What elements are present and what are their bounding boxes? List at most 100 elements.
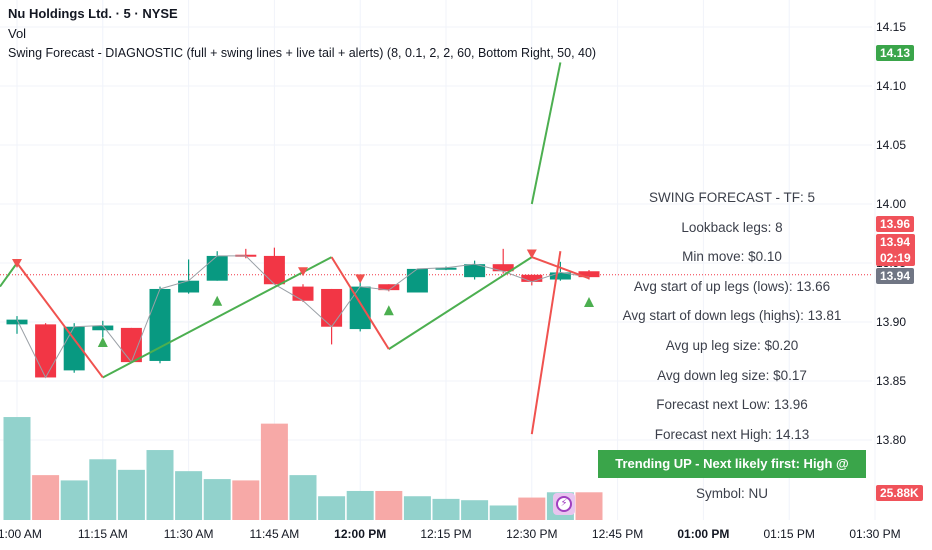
price-tick-label: 14.15: [876, 20, 907, 34]
price-tick-label: 13.90: [876, 315, 907, 329]
volume-bar: [518, 497, 546, 520]
swing-down-line: [330, 256, 390, 350]
volume-tag: 25.88K: [876, 485, 923, 501]
swing-down-line: [16, 262, 104, 379]
swing-forecast-panel: SWING FORECAST - TF: 5 Lookback legs: 8 …: [592, 183, 872, 509]
candle-body: [178, 280, 200, 293]
volume-bar: [89, 459, 117, 520]
candle-body: [292, 286, 314, 301]
candle-body: [521, 274, 543, 282]
candle-body: [35, 324, 57, 378]
volume-bar: [117, 469, 145, 520]
trend-banner: Trending UP - Next likely first: High @ …: [598, 450, 866, 499]
candle-body: [578, 271, 600, 278]
price-tick-label: 13.80: [876, 433, 907, 447]
volume-bar: [146, 450, 174, 520]
volume-bar: [346, 490, 374, 520]
volume-bar: [32, 475, 60, 520]
time-tick-label: 11:30 AM: [163, 527, 214, 541]
volume-bar: [575, 492, 603, 520]
price-tick-label: 14.00: [876, 197, 907, 211]
candle-body: [206, 255, 228, 281]
time-tick-label: 01:30 PM: [849, 527, 901, 541]
panel-row-forecast-low: Forecast next Low: 13.96: [656, 397, 808, 413]
volume-bar: [461, 500, 489, 520]
alert-bolt-icon[interactable]: ⚡: [553, 493, 575, 515]
time-tick-label: 11:15 AM: [77, 527, 128, 541]
panel-row-timeframe: SWING FORECAST - TF: 5: [648, 190, 815, 205]
candle-body: [149, 288, 171, 361]
time-tick-label: 01:00 PM: [677, 527, 730, 541]
swing-up-line: [388, 256, 533, 350]
candle-body: [492, 264, 514, 272]
candle-body: [406, 268, 428, 293]
volume-bar: [432, 498, 460, 520]
time-tick-label: 12:15 PM: [420, 527, 472, 541]
swing-up-line: [102, 256, 333, 379]
swing-high-marker: [355, 274, 366, 284]
time-tick-label: 11:45 AM: [249, 527, 300, 541]
candle-body: [92, 325, 114, 331]
candle-body: [435, 267, 457, 270]
last-price-value: 13.94: [880, 235, 911, 249]
time-tick-label: 12:00 PM: [334, 527, 387, 541]
volume-bar: [489, 505, 517, 520]
panel-row-symbol: Symbol: NU: [695, 486, 768, 502]
volume-bar: [203, 479, 231, 520]
volume-bar: [318, 496, 346, 520]
time-tick-label: 12:30 PM: [506, 527, 558, 541]
swing-low-marker: [212, 295, 223, 306]
bar-countdown: 02:19: [880, 251, 911, 265]
lightning-icon: ⚡: [556, 496, 572, 512]
candle-body: [378, 284, 400, 291]
swing-down-line: [530, 251, 562, 435]
swing-low-marker: [584, 296, 594, 307]
volume-bar: [289, 475, 317, 520]
panel-row-lookback: Lookback legs: 8: [681, 219, 783, 235]
volume-bar: [232, 480, 260, 520]
panel-row-min-move: Min move: $0.10: [682, 249, 782, 265]
volume-bar: [3, 417, 31, 520]
time-tick-label: 01:15 PM: [763, 527, 815, 541]
candle-body: [6, 319, 28, 325]
candle-body: [464, 264, 486, 278]
symbol-title[interactable]: Nu Holdings Ltd. · 5 · NYSE: [8, 6, 178, 21]
swing-up-line: [530, 62, 562, 205]
candle-body: [321, 288, 343, 327]
volume-bar: [175, 471, 203, 520]
volume-legend[interactable]: Vol: [8, 26, 27, 41]
swing-high-marker: [526, 249, 537, 259]
panel-row-avg-up-size: Avg up leg size: $0.20: [665, 337, 799, 353]
swing-high-marker: [12, 259, 22, 268]
candle-body: [263, 255, 285, 285]
panel-row-avg-up-start: Avg start of up legs (lows): 13.66: [633, 278, 831, 294]
candle-body: [549, 272, 571, 280]
crosshair-price-tag: 13.94: [876, 268, 915, 284]
forecast-high-price-tag: 14.13: [876, 45, 915, 61]
candle-body: [120, 327, 142, 363]
price-tick-label: 13.85: [876, 374, 907, 388]
panel-row-avg-down-start: Avg start of down legs (highs): 13.81: [622, 308, 842, 324]
swing-low-marker: [97, 337, 108, 348]
forecast-low-price-tag: 13.96: [876, 216, 915, 232]
time-tick-label: 12:45 PM: [591, 527, 644, 541]
swing-low-marker: [383, 305, 394, 316]
price-tick-label: 14.10: [876, 79, 907, 93]
price-tick-label: 14.05: [876, 138, 907, 152]
swing-down-line: [531, 256, 590, 280]
volume-bar: [260, 423, 288, 520]
indicator-legend[interactable]: Swing Forecast - DIAGNOSTIC (full + swin…: [8, 46, 597, 60]
last-price-tag: 13.94 02:19: [876, 234, 915, 266]
candle-body: [63, 326, 85, 371]
volume-bar: [403, 496, 431, 520]
volume-bar: [375, 490, 403, 520]
candle-body: [349, 286, 371, 330]
panel-row-forecast-high: Forecast next High: 14.13: [654, 426, 810, 442]
swing-up-line: [0, 262, 18, 288]
swing-high-marker: [298, 267, 308, 277]
time-tick-label: 11:00 AM: [0, 527, 42, 541]
close-price-line: [16, 255, 590, 379]
volume-bar: [60, 480, 88, 520]
panel-row-avg-down-size: Avg down leg size: $0.17: [657, 367, 807, 383]
